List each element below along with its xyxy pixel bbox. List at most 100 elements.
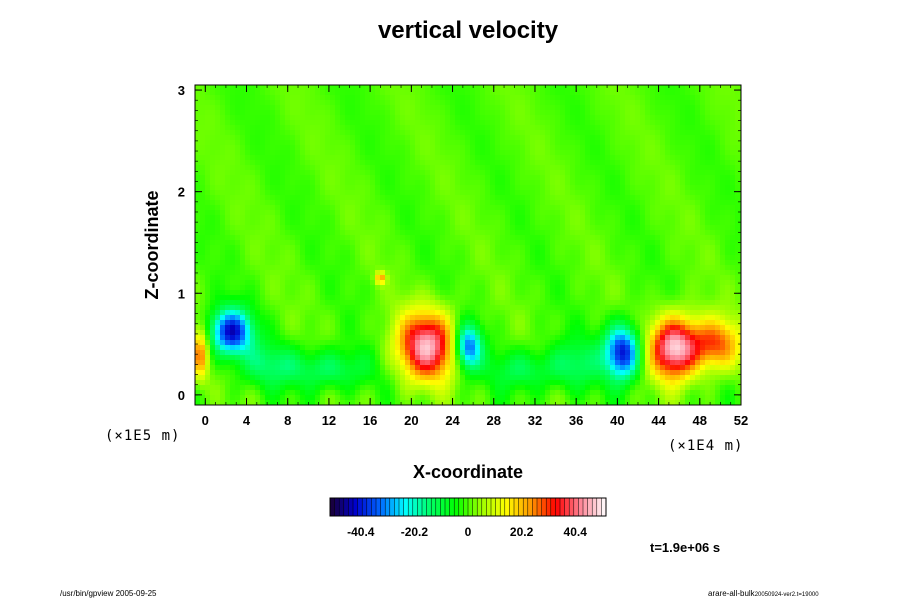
heat-cell [700, 195, 706, 201]
heat-cell [265, 215, 271, 221]
heat-cell [215, 165, 221, 171]
heat-cell [360, 160, 366, 166]
heat-cell [350, 260, 356, 266]
heat-cell [390, 260, 396, 266]
heat-cell [710, 220, 716, 226]
heat-cell [725, 90, 731, 96]
heat-cell [385, 125, 391, 131]
heat-cell [370, 285, 376, 291]
heat-cell [535, 160, 541, 166]
heat-cell [510, 85, 516, 91]
heat-cell [315, 95, 321, 101]
heat-cell [210, 120, 216, 126]
heat-cell [375, 280, 381, 286]
heat-cell [295, 310, 301, 316]
heat-cell [480, 90, 486, 96]
heat-cell [690, 205, 696, 211]
heat-cell [435, 140, 441, 146]
heat-cell [665, 120, 671, 126]
heat-cell [710, 230, 716, 236]
heat-cell [585, 170, 591, 176]
heat-cell [245, 190, 251, 196]
heat-cell [410, 290, 416, 296]
heat-cell [225, 250, 231, 256]
heat-cell [205, 150, 211, 156]
heat-cell [220, 145, 226, 151]
heat-cell [630, 90, 636, 96]
heat-cell [490, 145, 496, 151]
heat-cell [540, 160, 546, 166]
heat-cell [245, 85, 251, 91]
heat-cell [640, 175, 646, 181]
heat-cell [575, 175, 581, 181]
heat-cell [460, 305, 466, 311]
heat-cell [345, 110, 351, 116]
heat-cell [525, 250, 531, 256]
heat-cell [320, 295, 326, 301]
heat-cell [500, 190, 506, 196]
heat-cell [205, 195, 211, 201]
heat-cell [590, 110, 596, 116]
heat-cell [580, 130, 586, 136]
heat-cell [435, 150, 441, 156]
heat-cell [540, 195, 546, 201]
heat-cell [545, 225, 551, 231]
heat-cell [530, 300, 536, 306]
heat-cell [650, 85, 656, 91]
heat-cell [360, 255, 366, 261]
heat-cell [585, 155, 591, 161]
heat-cell [200, 150, 206, 156]
heat-cell [550, 195, 556, 201]
heat-cell [400, 115, 406, 121]
heat-cell [545, 295, 551, 301]
heat-cell [220, 275, 226, 281]
heat-cell [290, 170, 296, 176]
heat-cell [590, 285, 596, 291]
heat-cell [465, 275, 471, 281]
heat-cell [615, 170, 621, 176]
heat-cell [245, 195, 251, 201]
heat-cell [425, 255, 431, 261]
heat-cell [505, 290, 511, 296]
heat-cell [335, 210, 341, 216]
heat-cell [215, 180, 221, 186]
heat-cell [470, 110, 476, 116]
heat-cell [335, 170, 341, 176]
heat-cell [700, 225, 706, 231]
heat-cell [385, 165, 391, 171]
heat-cell [655, 300, 661, 306]
heat-cell [215, 90, 221, 96]
heat-cell [465, 150, 471, 156]
heat-cell [540, 95, 546, 101]
heat-cell [360, 220, 366, 226]
heat-cell [560, 100, 566, 106]
heat-cell [495, 270, 501, 276]
heat-cell [565, 260, 571, 266]
heat-cell [275, 215, 281, 221]
heat-cell [460, 275, 466, 281]
heat-cell [630, 215, 636, 221]
heat-cell [615, 275, 621, 281]
heat-cell [695, 135, 701, 141]
heat-cell [200, 230, 206, 236]
heat-cell [235, 205, 241, 211]
heat-cell [570, 250, 576, 256]
heat-cell [335, 105, 341, 111]
heat-cell [455, 210, 461, 216]
heat-cell [265, 95, 271, 101]
heat-cell [665, 235, 671, 241]
heat-cell [560, 290, 566, 296]
heat-cell [245, 165, 251, 171]
heat-cell [325, 85, 331, 91]
heat-cell [645, 195, 651, 201]
heat-cell [330, 110, 336, 116]
heat-cell [305, 135, 311, 141]
heat-cell [360, 175, 366, 181]
heat-cell [395, 195, 401, 201]
heat-cell [265, 140, 271, 146]
heat-cell [270, 195, 276, 201]
heat-cell [680, 165, 686, 171]
heat-cell [485, 290, 491, 296]
heat-cell [315, 300, 321, 306]
heat-cell [650, 95, 656, 101]
